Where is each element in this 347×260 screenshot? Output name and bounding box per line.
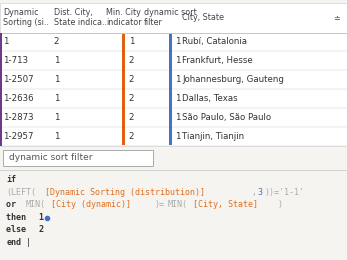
Bar — [0, 127, 347, 146]
Text: 1-2636: 1-2636 — [3, 94, 34, 103]
Text: if: if — [6, 176, 16, 185]
Text: 2: 2 — [129, 113, 134, 122]
Text: then: then — [6, 213, 31, 222]
Text: 3: 3 — [258, 188, 263, 197]
Text: 2: 2 — [39, 225, 43, 235]
Text: else: else — [6, 225, 31, 235]
Text: Dynamic
Sorting (si..: Dynamic Sorting (si.. — [3, 8, 49, 27]
Text: São Paulo, São Paulo: São Paulo, São Paulo — [182, 113, 271, 122]
Bar — [0, 51, 347, 70]
Text: 1: 1 — [175, 94, 180, 103]
Text: Johannesburg, Gauteng: Johannesburg, Gauteng — [182, 75, 284, 84]
Text: Tianjin, Tianjin: Tianjin, Tianjin — [182, 132, 244, 141]
Text: 1: 1 — [175, 132, 180, 141]
Text: 2: 2 — [54, 37, 59, 47]
Bar — [0, 108, 2, 127]
Text: 1: 1 — [39, 213, 43, 222]
Bar — [0, 89, 347, 108]
Text: Min. City
indicator: Min. City indicator — [106, 8, 142, 27]
Text: )=: )= — [155, 200, 164, 210]
Text: or: or — [6, 200, 21, 210]
Text: ))='1-1': ))='1-1' — [264, 188, 304, 197]
Text: ≐: ≐ — [333, 13, 340, 22]
Bar — [0, 127, 2, 146]
Text: City, State: City, State — [182, 13, 224, 22]
Text: Frankfurt, Hesse: Frankfurt, Hesse — [182, 56, 253, 66]
Text: Dist. City,
State indica..: Dist. City, State indica.. — [54, 8, 107, 27]
Text: dynamic sort
filter: dynamic sort filter — [144, 8, 197, 27]
Text: 1: 1 — [54, 75, 59, 84]
Bar — [122, 34, 125, 145]
Text: 1-713: 1-713 — [3, 56, 28, 66]
Text: MIN(: MIN( — [26, 200, 45, 210]
Text: 2: 2 — [129, 132, 134, 141]
Text: Dallas, Texas: Dallas, Texas — [182, 94, 238, 103]
Text: 1: 1 — [129, 37, 134, 47]
Text: 1: 1 — [54, 94, 59, 103]
Text: 1: 1 — [175, 113, 180, 122]
Text: ,: , — [252, 188, 256, 197]
Text: 1-2507: 1-2507 — [3, 75, 34, 84]
Text: 1: 1 — [54, 132, 59, 141]
Text: dynamic sort filter: dynamic sort filter — [9, 153, 92, 162]
Text: end: end — [6, 238, 21, 247]
Bar — [0, 32, 2, 51]
Text: [City (dynamic)]: [City (dynamic)] — [51, 200, 132, 210]
Text: 1-2957: 1-2957 — [3, 132, 34, 141]
Text: [Dynamic Sorting (distribution)]: [Dynamic Sorting (distribution)] — [45, 188, 205, 197]
Text: 2: 2 — [129, 56, 134, 66]
Bar — [0, 51, 2, 70]
Text: 2: 2 — [129, 75, 134, 84]
Text: 1: 1 — [54, 113, 59, 122]
Text: 1: 1 — [175, 75, 180, 84]
Text: 1: 1 — [54, 56, 59, 66]
Text: MIN(: MIN( — [168, 200, 187, 210]
Text: 2: 2 — [129, 94, 134, 103]
Text: (LEFT(: (LEFT( — [6, 188, 36, 197]
Text: 1: 1 — [3, 37, 9, 47]
FancyBboxPatch shape — [0, 3, 347, 146]
Text: 1: 1 — [175, 37, 180, 47]
Bar — [0, 70, 2, 89]
Text: ): ) — [277, 200, 282, 210]
Bar — [169, 34, 172, 145]
FancyBboxPatch shape — [3, 150, 153, 166]
Text: [City, State]: [City, State] — [193, 200, 259, 210]
Text: Rubí, Catalonia: Rubí, Catalonia — [182, 37, 247, 47]
Text: |: | — [26, 238, 31, 247]
Text: 1-2873: 1-2873 — [3, 113, 34, 122]
Text: 1: 1 — [175, 56, 180, 66]
Bar — [0, 89, 2, 108]
